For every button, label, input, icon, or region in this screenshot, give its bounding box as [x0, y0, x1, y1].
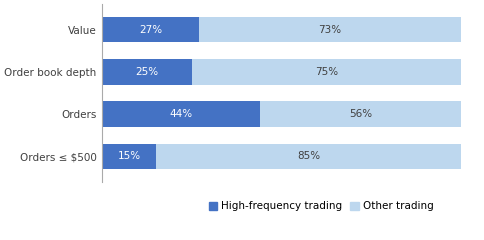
- Text: 73%: 73%: [318, 24, 342, 35]
- Text: 56%: 56%: [349, 109, 372, 119]
- Bar: [156, 144, 461, 169]
- Bar: [260, 102, 461, 127]
- Bar: [192, 59, 461, 84]
- Legend: High-frequency trading, Other trading: High-frequency trading, Other trading: [209, 201, 434, 211]
- Text: 85%: 85%: [297, 151, 320, 162]
- Text: 44%: 44%: [169, 109, 193, 119]
- Bar: [102, 144, 156, 169]
- Bar: [102, 17, 199, 42]
- Bar: [199, 17, 461, 42]
- Text: 25%: 25%: [136, 67, 158, 77]
- Text: 75%: 75%: [315, 67, 338, 77]
- Bar: [102, 59, 192, 84]
- Bar: [102, 102, 260, 127]
- Text: 27%: 27%: [139, 24, 162, 35]
- Text: 15%: 15%: [117, 151, 140, 162]
